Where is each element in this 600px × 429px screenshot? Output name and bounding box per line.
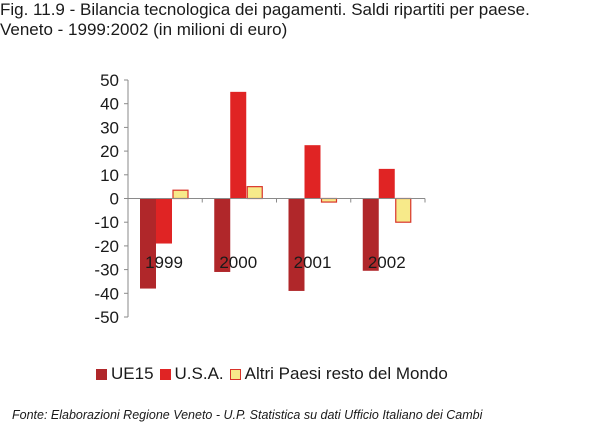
y-tick-label: 30	[100, 118, 119, 137]
y-axis: 50 40 30 20 10 0 -10 -20 -30 -40 -50	[94, 71, 129, 327]
legend-item-ue15: UE15	[96, 364, 154, 384]
bar-u-s-a-2000	[230, 91, 247, 199]
x-tick-label: 1999	[145, 253, 183, 272]
x-tick-label: 2000	[219, 253, 257, 272]
y-tick-label: 10	[100, 166, 119, 185]
y-tick-label: 40	[100, 95, 119, 114]
x-tick-label: 2002	[368, 253, 406, 272]
bar-ue15-2002	[362, 198, 379, 271]
chart-title-line1: Fig. 11.9 - Bilancia tecnologica dei pag…	[0, 0, 530, 19]
y-tick-label: -10	[94, 213, 119, 232]
bar-u-s-a-1999	[156, 198, 172, 244]
bar-altri-paesi-resto-del-mondo-2000	[246, 186, 263, 200]
legend-swatch-usa	[159, 368, 171, 380]
legend-label-ue15: UE15	[111, 364, 154, 383]
y-tick-label: 20	[100, 142, 119, 161]
bar-altri-paesi-resto-del-mondo-2001	[320, 197, 338, 203]
chart-title: Fig. 11.9 - Bilancia tecnologica dei pag…	[0, 0, 530, 40]
bar-altri-paesi-resto-del-mondo-1999	[172, 189, 189, 200]
y-tick-label: -40	[94, 284, 119, 303]
legend: UE15 U.S.A. Altri Paesi resto del Mondo	[96, 364, 454, 384]
bars	[140, 91, 412, 291]
legend-label-altri: Altri Paesi resto del Mondo	[244, 364, 448, 383]
bar-u-s-a-2001	[304, 145, 321, 199]
legend-swatch-altri	[229, 368, 241, 380]
x-axis	[128, 198, 426, 203]
legend-label-usa: U.S.A.	[174, 364, 224, 383]
y-tick-label: 0	[110, 190, 119, 209]
x-tick-label: 2001	[294, 253, 332, 272]
legend-swatch-ue15	[96, 368, 107, 380]
y-tick-label: -20	[94, 237, 119, 256]
y-tick-label: -50	[94, 308, 119, 327]
y-tick-label: 50	[100, 71, 119, 90]
legend-item-usa: U.S.A.	[159, 364, 224, 384]
bar-u-s-a-2002	[378, 168, 395, 199]
bar-altri-paesi-resto-del-mondo-2002	[395, 197, 412, 223]
x-axis-labels: 1999 2000 2001 2002	[145, 253, 406, 272]
legend-item-altri: Altri Paesi resto del Mondo	[229, 364, 448, 384]
chart-title-line2: Veneto - 1999:2002 (in milioni di euro)	[0, 20, 288, 39]
bar-ue15-2000	[214, 198, 231, 272]
y-tick-label: -30	[94, 261, 119, 280]
bar-ue15-1999	[140, 198, 156, 289]
bar-ue15-2001	[288, 198, 305, 291]
source-note: Fonte: Elaborazioni Regione Veneto - U.P…	[12, 408, 483, 422]
